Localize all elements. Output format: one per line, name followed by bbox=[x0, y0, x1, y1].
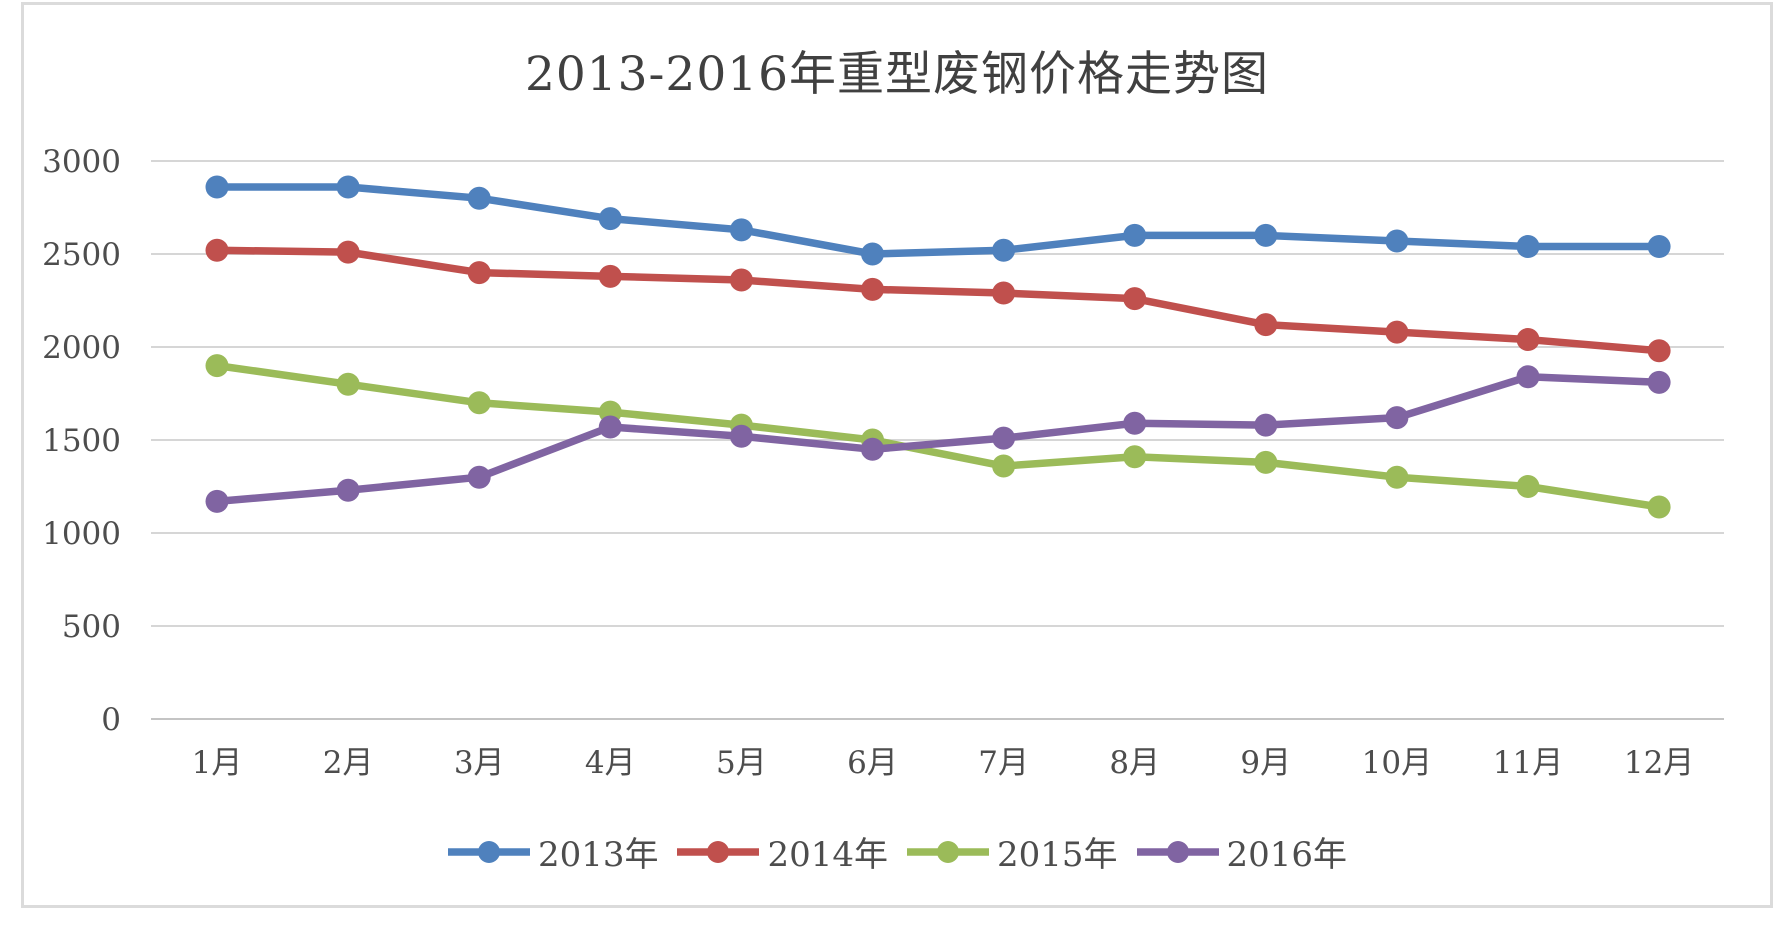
data-point-2014年-5月 bbox=[729, 268, 753, 292]
series-line-2015年 bbox=[213, 361, 1663, 511]
legend-item-2014年: 2014年 bbox=[676, 827, 888, 876]
x-tick-label-10: 10月 bbox=[1362, 745, 1432, 781]
data-point-2016年-1月 bbox=[205, 489, 229, 513]
data-point-2016年-12月 bbox=[1647, 370, 1671, 394]
legend-item-2016年: 2016年 bbox=[1136, 827, 1348, 876]
data-point-2013年-5月 bbox=[729, 218, 753, 242]
x-tick-label-8: 8月 bbox=[1109, 745, 1160, 781]
y-tick-label-3000: 3000 bbox=[42, 144, 121, 180]
data-point-2016年-7月 bbox=[992, 426, 1016, 450]
legend-item-2013年: 2013年 bbox=[447, 827, 659, 876]
x-tick-label-7: 7月 bbox=[978, 745, 1029, 781]
data-point-2013年-10月 bbox=[1385, 229, 1409, 253]
data-point-2013年-9月 bbox=[1254, 223, 1278, 247]
data-point-2014年-2月 bbox=[336, 240, 360, 264]
y-tick-label-2000: 2000 bbox=[42, 330, 121, 366]
data-point-2014年-6月 bbox=[861, 277, 884, 301]
data-point-2015年-2月 bbox=[336, 372, 360, 396]
data-point-2013年-2月 bbox=[336, 175, 360, 199]
data-point-2015年-12月 bbox=[1647, 495, 1671, 519]
data-point-2014年-8月 bbox=[1123, 287, 1147, 311]
x-tick-label-1: 1月 bbox=[192, 745, 243, 781]
data-point-2016年-5月 bbox=[729, 424, 753, 448]
legend-marker-icon bbox=[677, 840, 760, 863]
data-point-2015年-9月 bbox=[1254, 450, 1278, 474]
data-point-2014年-9月 bbox=[1254, 313, 1278, 337]
x-tick-label-2: 2月 bbox=[323, 745, 374, 781]
legend-marker-icon bbox=[447, 840, 530, 863]
data-point-2016年-9月 bbox=[1254, 413, 1278, 437]
data-point-2014年-10月 bbox=[1385, 320, 1409, 344]
x-tick-label-6: 6月 bbox=[847, 745, 898, 781]
data-point-2013年-6月 bbox=[861, 242, 884, 266]
data-point-2013年-12月 bbox=[1647, 235, 1671, 259]
data-point-2013年-11月 bbox=[1516, 235, 1540, 259]
data-point-2016年-4月 bbox=[598, 415, 622, 439]
data-point-2016年-10月 bbox=[1385, 406, 1409, 430]
y-tick-label-0: 0 bbox=[101, 702, 121, 738]
legend-marker-icon bbox=[907, 840, 989, 863]
x-tick-label-5: 5月 bbox=[716, 745, 767, 781]
line-chart-plot: 0 500 1000 1500 2000 2500 3000 1月 2月 3月 4月 5月 6月 7月 8月… bbox=[42, 144, 1724, 781]
data-point-2014年-3月 bbox=[467, 261, 491, 285]
data-point-2014年-11月 bbox=[1516, 328, 1540, 352]
data-point-2013年-7月 bbox=[992, 238, 1016, 262]
data-point-2014年-12月 bbox=[1647, 339, 1671, 363]
series-line-2013年 bbox=[213, 183, 1663, 258]
chart-legend: 2013年 2014年 2015年 2016年 bbox=[24, 827, 1770, 876]
series-line-2014年 bbox=[213, 246, 1663, 355]
data-point-2015年-11月 bbox=[1516, 475, 1540, 498]
y-tick-label-500: 500 bbox=[62, 609, 121, 645]
y-tick-label-1000: 1000 bbox=[42, 516, 121, 552]
data-point-2013年-1月 bbox=[205, 175, 229, 199]
data-point-2016年-11月 bbox=[1516, 365, 1540, 389]
x-tick-label-11: 11月 bbox=[1493, 745, 1563, 781]
chart-frame: 2013-2016年重型废钢价格走势图 0 500 1000 1500 2000 2500… bbox=[21, 2, 1773, 908]
data-point-2015年-8月 bbox=[1123, 445, 1147, 469]
data-point-2014年-7月 bbox=[992, 281, 1016, 305]
data-point-2015年-1月 bbox=[205, 354, 229, 378]
legend-label: 2016年 bbox=[1226, 835, 1348, 875]
data-point-2015年-10月 bbox=[1385, 465, 1409, 489]
data-point-2016年-6月 bbox=[861, 437, 884, 461]
data-point-2015年-3月 bbox=[467, 391, 491, 415]
data-point-2013年-4月 bbox=[598, 207, 622, 231]
data-point-2013年-8月 bbox=[1123, 223, 1147, 247]
data-point-2016年-2月 bbox=[336, 478, 360, 502]
y-tick-label-2500: 2500 bbox=[42, 237, 121, 273]
data-point-2015年-7月 bbox=[992, 454, 1016, 478]
y-tick-label-1500: 1500 bbox=[42, 423, 121, 459]
legend-label: 2014年 bbox=[767, 835, 888, 875]
x-tick-label-4: 4月 bbox=[585, 745, 636, 781]
x-tick-label-9: 9月 bbox=[1240, 745, 1291, 781]
data-point-2014年-4月 bbox=[598, 264, 622, 288]
x-tick-label-3: 3月 bbox=[454, 745, 505, 781]
legend-label: 2013年 bbox=[537, 835, 659, 875]
legend-item-2015年: 2015年 bbox=[906, 827, 1118, 876]
series-line-2016年 bbox=[213, 373, 1663, 506]
data-point-2013年-3月 bbox=[467, 186, 491, 210]
chart-title: 2013-2016年重型废钢价格走势图 bbox=[524, 47, 1270, 102]
data-point-2016年-3月 bbox=[467, 465, 491, 489]
x-tick-label-12: 12月 bbox=[1624, 745, 1694, 781]
data-point-2016年-8月 bbox=[1123, 411, 1147, 435]
data-point-2014年-1月 bbox=[205, 238, 229, 262]
legend-marker-icon bbox=[1136, 840, 1219, 863]
legend-label: 2015年 bbox=[997, 835, 1118, 875]
